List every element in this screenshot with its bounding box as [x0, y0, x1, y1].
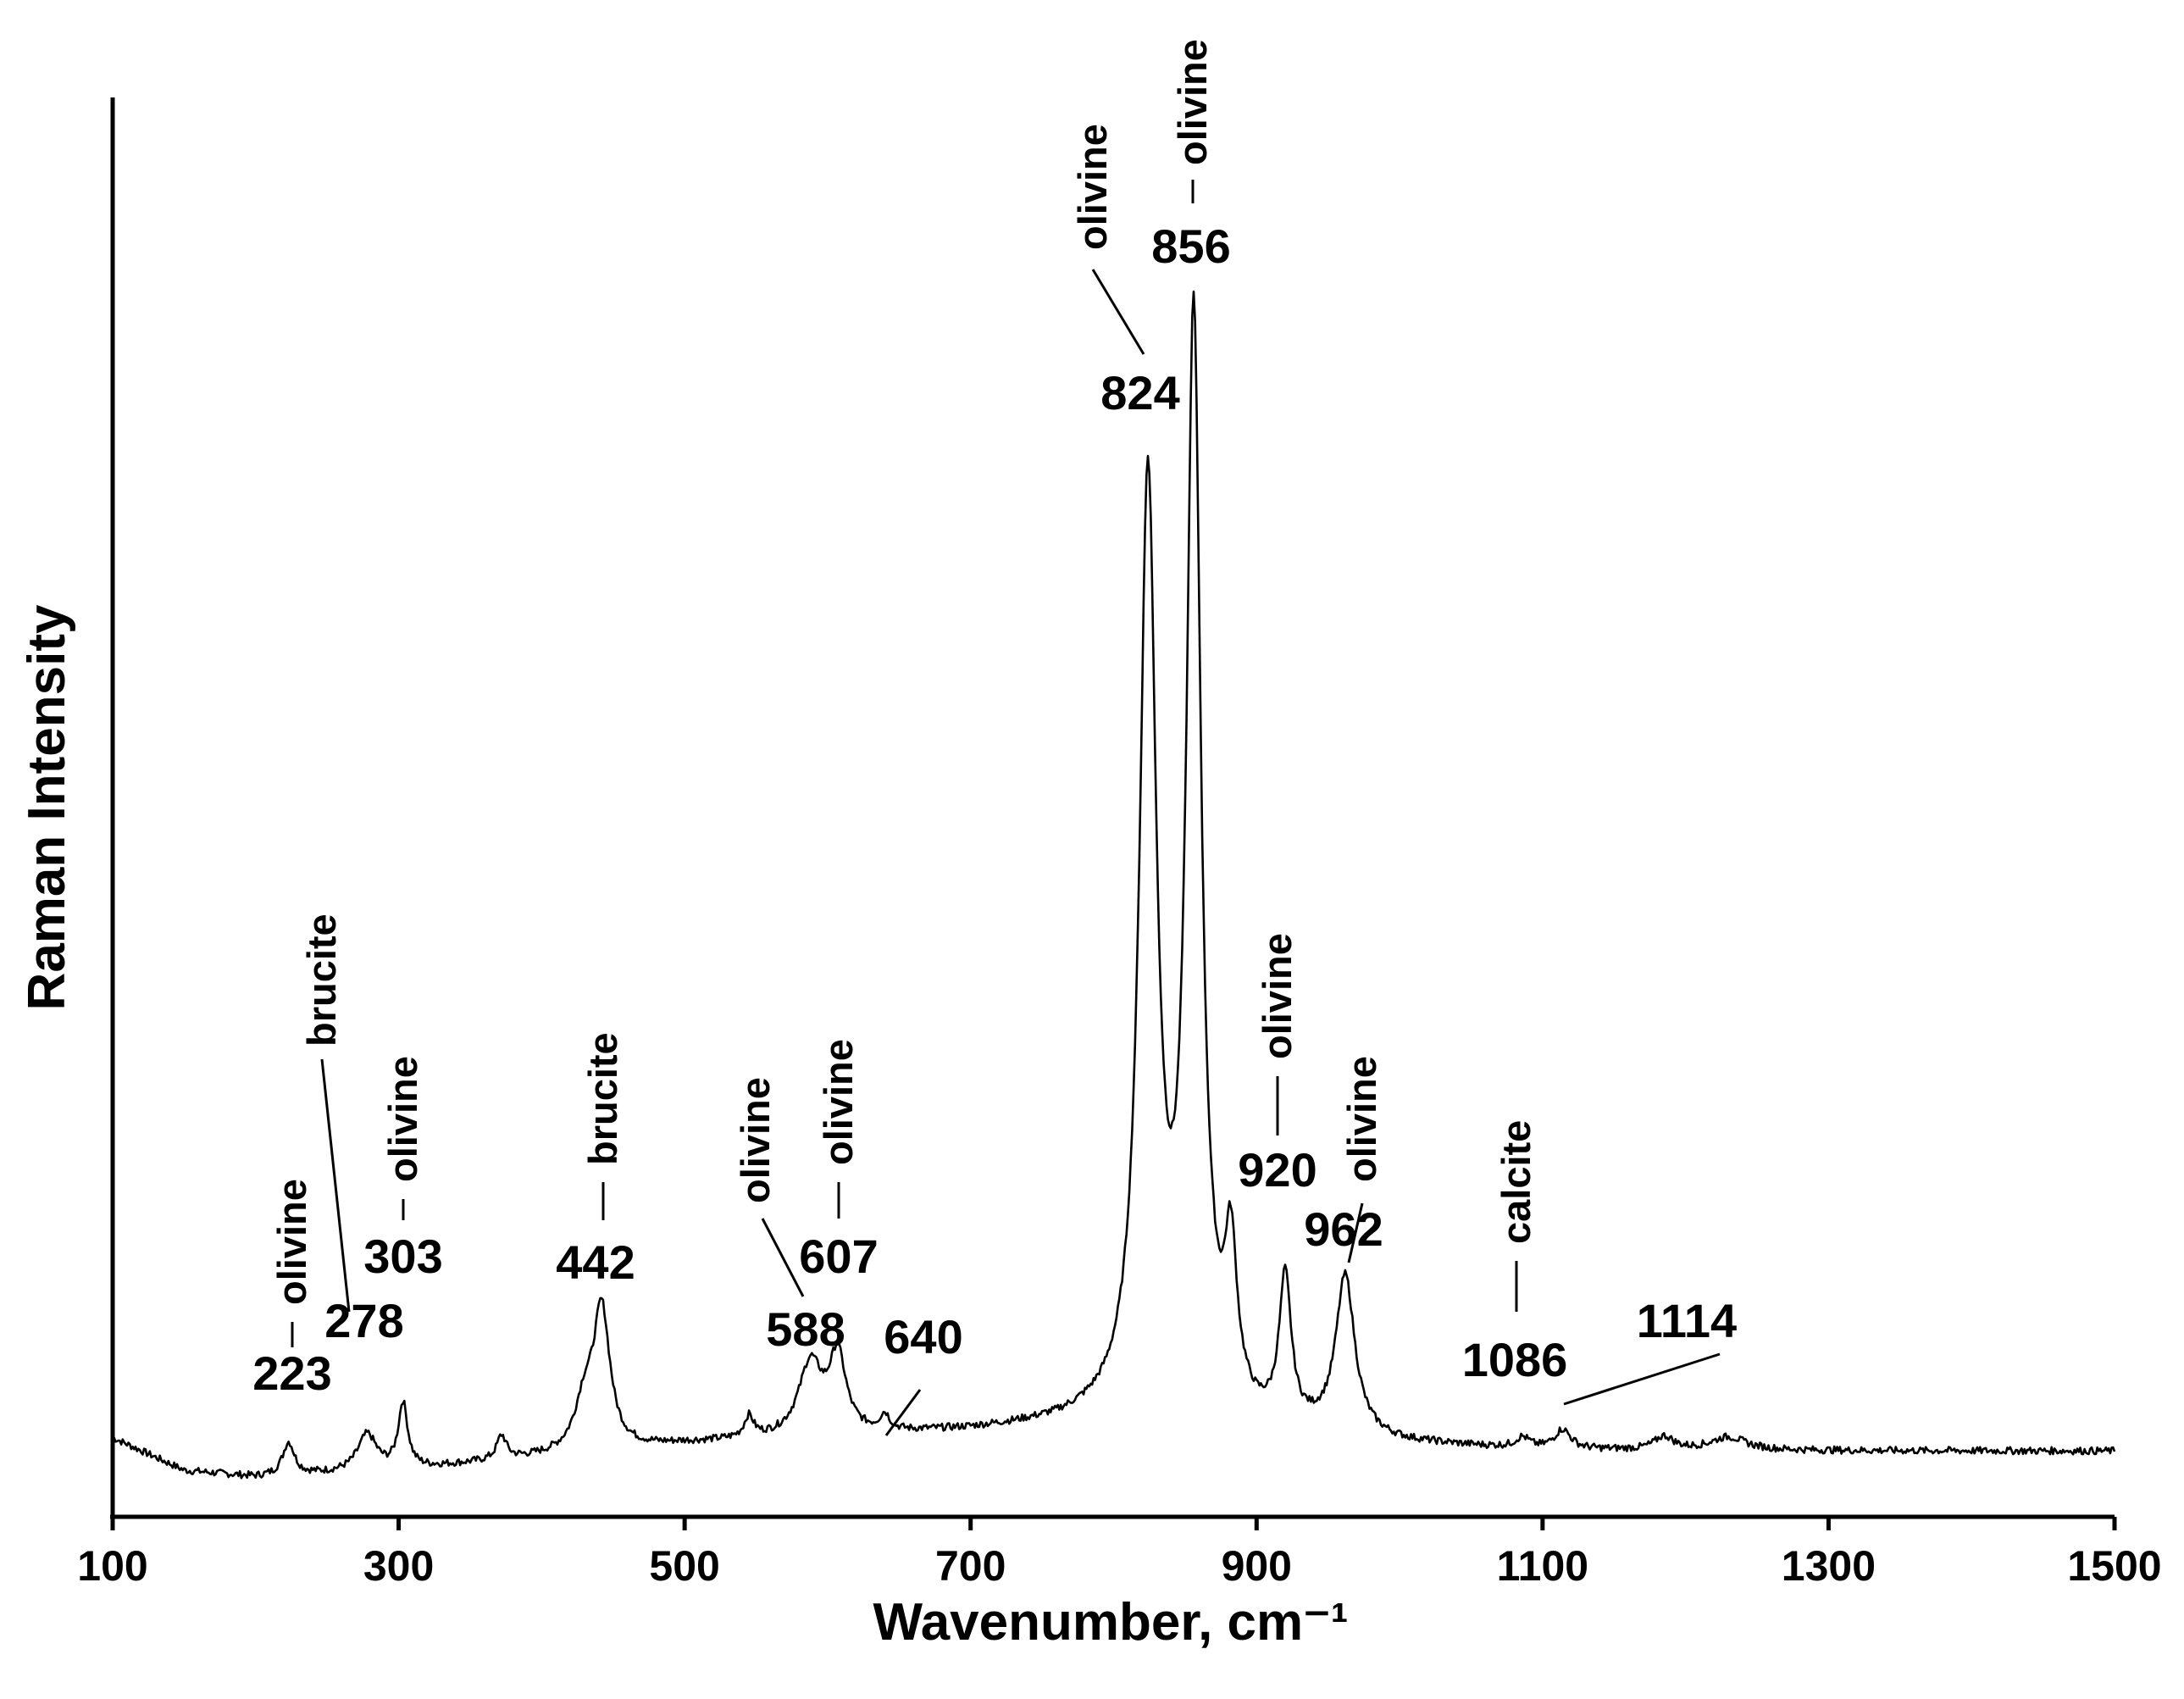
mineral-label: olivine	[1170, 39, 1215, 165]
peak-annotation: 303 olivine	[363, 1056, 442, 1283]
peak-wavenumber-label: 1114	[1637, 1294, 1737, 1347]
peak-annotation: 1114	[1563, 1294, 1737, 1406]
peak-wavenumber-label: 442	[556, 1235, 635, 1289]
mineral-label: olivine	[1339, 1056, 1384, 1182]
annotation-leader-line	[1563, 1352, 1721, 1406]
annotation-leader-line	[1091, 269, 1145, 355]
mineral-label: olivine	[816, 1039, 861, 1165]
x-tick-label: 500	[649, 1542, 719, 1590]
spectrum-line	[112, 290, 2116, 1480]
x-tick-label: 900	[1222, 1542, 1292, 1590]
annotation-leader-line	[1347, 1202, 1364, 1263]
x-tick-label: 300	[363, 1542, 434, 1590]
annotation-leader-line	[884, 1389, 922, 1436]
mineral-label: calcite	[1494, 1120, 1538, 1244]
x-tick-label: 700	[935, 1542, 1006, 1590]
peak-annotation: 607 olivine	[799, 1039, 878, 1283]
peak-wavenumber-label: 303	[363, 1230, 442, 1283]
mineral-label: olivine	[1255, 933, 1300, 1059]
x-axis-ticks	[110, 1517, 2117, 1530]
peak-annotation: 962 olivine	[1304, 1056, 1384, 1263]
peak-wavenumber-label: 824	[1100, 366, 1179, 419]
x-tick-label: 1500	[2067, 1542, 2161, 1590]
x-tick-label: 100	[77, 1542, 147, 1590]
peak-annotation: 588 olivine	[733, 1077, 845, 1356]
mineral-label: olivine	[380, 1056, 425, 1182]
peak-annotation: 1086 calcite	[1462, 1120, 1568, 1386]
annotation-leader-line	[320, 1058, 351, 1313]
peak-wavenumber-label: 962	[1304, 1202, 1383, 1256]
peak-annotation: 824 olivine	[1070, 124, 1180, 419]
y-axis-title: Raman Intensity	[18, 604, 76, 1010]
peak-annotations: 223olivine278brucite303olivine442brucite…	[252, 39, 1737, 1436]
peak-annotation: 856 olivine	[1151, 39, 1230, 273]
mineral-label: brucite	[299, 913, 344, 1047]
peak-wavenumber-label: 920	[1238, 1143, 1316, 1197]
peak-annotation: 442 brucite	[556, 1032, 635, 1289]
mineral-label: brucite	[580, 1032, 625, 1165]
x-axis-title: Wavenumber, cm⁻¹	[873, 1593, 1348, 1652]
peak-annotation: 278 brucite	[299, 913, 404, 1347]
peak-wavenumber-label: 588	[766, 1302, 845, 1356]
peak-wavenumber-label: 856	[1151, 219, 1230, 273]
peak-wavenumber-label: 607	[799, 1230, 878, 1283]
x-tick-label: 1100	[1497, 1542, 1588, 1590]
x-tick-label: 1300	[1782, 1542, 1876, 1590]
x-axis-tick-labels: 100 300 500 700 900 1100 1300 1500	[77, 1542, 2161, 1590]
annotation-leader-line	[761, 1218, 805, 1297]
mineral-label: olivine	[269, 1179, 314, 1305]
mineral-label: olivine	[733, 1077, 778, 1203]
peak-annotation: 223 olivine	[252, 1179, 331, 1400]
peak-wavenumber-label: 223	[252, 1346, 331, 1400]
peak-wavenumber-label: 640	[884, 1310, 962, 1363]
peak-annotation: 640	[884, 1310, 963, 1436]
peak-wavenumber-label: 1086	[1462, 1333, 1568, 1386]
peak-annotation: 920 olivine	[1238, 933, 1316, 1197]
mineral-label: olivine	[1070, 124, 1115, 250]
peak-wavenumber-label: 278	[324, 1294, 403, 1347]
